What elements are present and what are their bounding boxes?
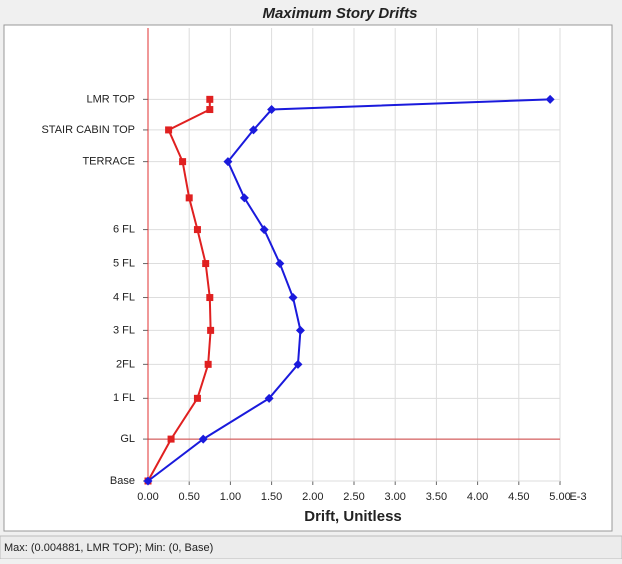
data-point	[198, 434, 208, 444]
x-tick-label: 0.00	[137, 491, 158, 503]
x-tick-label: 1.00	[220, 491, 241, 503]
data-point	[185, 194, 193, 202]
data-point	[193, 226, 201, 234]
y-tick-label: 2FL	[116, 358, 135, 370]
data-point	[267, 105, 277, 115]
x-tick-label: 3.50	[426, 491, 447, 503]
data-point	[206, 294, 214, 302]
data-point	[179, 158, 187, 166]
x-tick-label: 0.50	[178, 491, 199, 503]
x-tick-label: 5.00	[549, 491, 570, 503]
x-tick-label: 4.50	[508, 491, 529, 503]
x-tick-label: 1.50	[261, 491, 282, 503]
y-tick-label: Base	[110, 475, 135, 487]
y-tick-label: GL	[120, 433, 135, 445]
y-tick-label: LMR TOP	[87, 93, 136, 105]
x-tick-label: 2.00	[302, 491, 323, 503]
data-point	[223, 157, 233, 167]
data-point	[264, 393, 274, 403]
data-point	[293, 359, 303, 369]
data-point	[202, 260, 210, 268]
data-point	[165, 126, 173, 134]
x-tick-label: 3.00	[384, 491, 405, 503]
data-point	[193, 394, 201, 402]
data-point	[167, 435, 175, 443]
y-tick-label: STAIR CABIN TOP	[41, 124, 135, 136]
status-text: Max: (0.004881, LMR TOP); Min: (0, Base)	[4, 542, 213, 554]
x-tick-label: 2.50	[343, 491, 364, 503]
y-tick-label: TERRACE	[82, 156, 135, 168]
data-point	[143, 476, 153, 486]
data-point	[204, 360, 212, 368]
data-point	[207, 326, 215, 334]
y-tick-label: 1 FL	[113, 392, 135, 404]
x-scale-label: E-3	[569, 491, 586, 503]
data-point	[288, 293, 298, 303]
data-point	[206, 106, 214, 114]
data-point	[295, 325, 305, 335]
plot-panel	[3, 24, 613, 532]
y-tick-label: 6 FL	[113, 223, 135, 235]
data-point	[206, 95, 214, 103]
data-point	[275, 259, 285, 269]
y-tick-label: 3 FL	[113, 324, 135, 336]
data-point	[239, 193, 249, 203]
data-point	[545, 94, 555, 104]
x-tick-label: 4.00	[467, 491, 488, 503]
y-tick-label: 4 FL	[113, 291, 135, 303]
data-point	[248, 125, 258, 135]
x-axis-label: Drift, Unitless	[304, 508, 402, 525]
chart-title: Maximum Story Drifts	[262, 5, 417, 22]
data-point	[259, 225, 269, 235]
y-tick-label: 5 FL	[113, 257, 135, 269]
